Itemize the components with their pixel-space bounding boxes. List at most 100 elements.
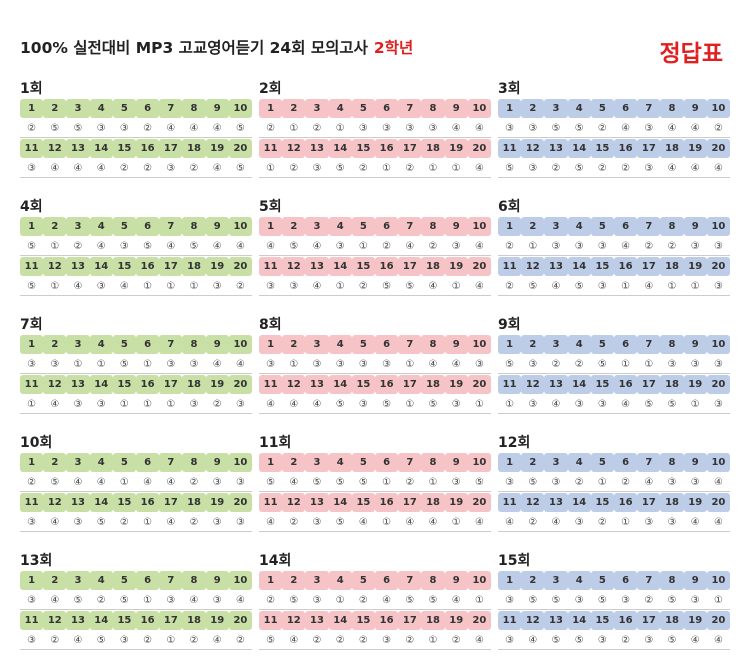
question-number: 12	[43, 257, 67, 276]
answer: ③	[467, 355, 492, 374]
answer: ⑤	[112, 355, 137, 374]
answer: ①	[136, 277, 160, 296]
question-number: 2	[282, 335, 306, 354]
question-number: 19	[683, 611, 707, 630]
answer: ④	[282, 631, 306, 650]
question-number: 10	[228, 571, 253, 590]
question-number: 15	[351, 139, 376, 158]
answer: ⑤	[259, 473, 283, 492]
question-number: 12	[282, 375, 306, 394]
answer: ②	[20, 473, 44, 492]
test-label: 10회	[20, 435, 53, 451]
question-number: 6	[375, 571, 399, 590]
answer: ⑤	[328, 473, 352, 492]
number-row: 1 2 3 4 5 6 7 8 9 10	[259, 217, 492, 236]
question-number: 18	[182, 139, 206, 158]
answer: ②	[421, 237, 445, 256]
answer: ①	[421, 159, 445, 178]
answer: ⑤	[421, 591, 445, 610]
answer: ⑤	[20, 277, 44, 296]
number-row: 11 12 13 14 15 16 17 18 19 20	[498, 257, 731, 276]
answer: ①	[683, 277, 707, 296]
answer: ⑤	[567, 159, 591, 178]
answer: ②	[398, 159, 422, 178]
grade: 2학년	[373, 39, 414, 57]
answer: ③	[567, 513, 591, 532]
test-label: 4회	[20, 199, 43, 215]
test-block: 10회 1 2 3 4 5 6 7 8 9 10 ② ⑤ ④ ④ ① ④ ④ ② ③ ③ 11 12 13 14 15 16 17 18…	[20, 434, 253, 532]
answer: ④	[282, 473, 306, 492]
answer: ④	[660, 159, 684, 178]
answer: ③	[43, 355, 67, 374]
question-number: 15	[112, 139, 137, 158]
question-number: 1	[20, 453, 44, 472]
answer: ⑤	[398, 277, 422, 296]
answer: ②	[136, 159, 160, 178]
question-number: 13	[66, 257, 90, 276]
question-number: 17	[398, 139, 422, 158]
answer: ③	[259, 355, 283, 374]
question-number: 15	[351, 375, 376, 394]
question-number: 7	[637, 571, 661, 590]
question-number: 14	[89, 375, 113, 394]
number-row: 1 2 3 4 5 6 7 8 9 10	[20, 217, 253, 236]
answer: ⑤	[351, 473, 376, 492]
answer: ④	[398, 513, 422, 532]
question-number: 11	[498, 493, 522, 512]
question-number: 1	[259, 453, 283, 472]
answer: ⑤	[498, 159, 522, 178]
question-number: 7	[398, 217, 422, 236]
question-number: 11	[20, 611, 44, 630]
answer: ⑤	[136, 237, 160, 256]
question-number: 14	[89, 611, 113, 630]
question-number: 3	[544, 453, 568, 472]
answer: ④	[89, 237, 113, 256]
answer: ④	[305, 237, 329, 256]
question-number: 16	[136, 375, 160, 394]
answer: ③	[706, 277, 731, 296]
answer: ⑤	[398, 591, 422, 610]
answer: ⑤	[660, 395, 684, 414]
answer: ③	[351, 395, 376, 414]
question-number: 12	[521, 139, 545, 158]
question-number: 10	[706, 571, 731, 590]
question-number: 8	[182, 335, 206, 354]
question-number: 9	[683, 335, 707, 354]
test-label: 1회	[20, 81, 43, 97]
answer: ②	[444, 631, 468, 650]
test-label: 15회	[498, 553, 531, 569]
question-number: 20	[228, 375, 253, 394]
answer: ②	[590, 159, 615, 178]
answer: ④	[159, 119, 183, 138]
answer: ④	[205, 355, 229, 374]
question-number: 17	[637, 611, 661, 630]
answer: ④	[444, 591, 468, 610]
question-number: 2	[521, 335, 545, 354]
question-number: 6	[375, 217, 399, 236]
answer: ①	[112, 395, 137, 414]
question-number: 6	[136, 335, 160, 354]
question-number: 16	[136, 611, 160, 630]
answer: ①	[467, 395, 492, 414]
question-number: 16	[375, 611, 399, 630]
badge: 정답표	[659, 41, 723, 67]
question-number: 9	[205, 217, 229, 236]
question-number: 9	[683, 571, 707, 590]
answer: ⑤	[521, 473, 545, 492]
answer: ①	[351, 237, 376, 256]
question-number: 18	[660, 257, 684, 276]
question-number: 6	[614, 571, 638, 590]
question-number: 14	[328, 375, 352, 394]
question-number: 7	[398, 99, 422, 118]
answer: ②	[375, 237, 399, 256]
answer: ③	[112, 119, 137, 138]
answer: ④	[159, 473, 183, 492]
question-number: 11	[498, 611, 522, 630]
answer: ①	[259, 159, 283, 178]
test-block: 12회 1 2 3 4 5 6 7 8 9 10 ③ ⑤ ③ ② ① ② ④ ③ ③ ④ 11 12 13 14 15 16 17 18…	[498, 434, 731, 532]
answer: ②	[182, 513, 206, 532]
question-number: 18	[421, 139, 445, 158]
answer: ①	[683, 395, 707, 414]
